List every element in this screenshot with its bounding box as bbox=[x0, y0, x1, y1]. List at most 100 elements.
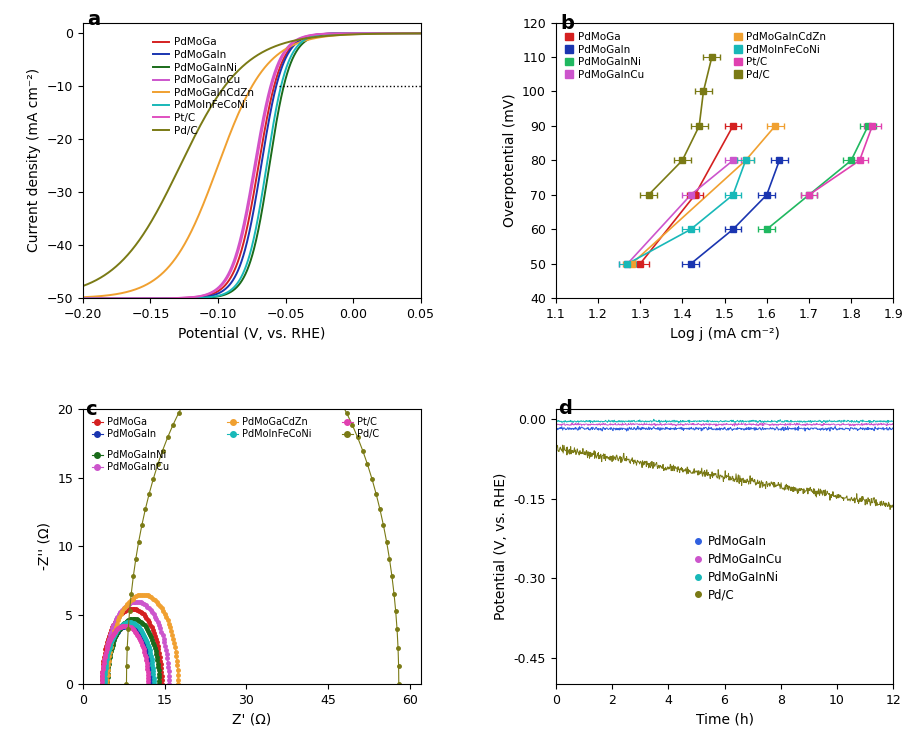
X-axis label: Log j (mA cm⁻²): Log j (mA cm⁻²) bbox=[670, 326, 779, 341]
PdMoGaIn bbox=[550, 423, 561, 432]
Pt/C bbox=[134, 634, 145, 643]
PdMoGaInCdZn bbox=[99, 291, 110, 300]
Pd/C bbox=[375, 505, 386, 514]
Pd/C bbox=[198, 370, 209, 379]
PdMoGaInNi bbox=[673, 419, 684, 428]
Line: PdMoGaInCdZn: PdMoGaInCdZn bbox=[83, 33, 427, 297]
Pd/C bbox=[286, 37, 297, 46]
PdMoInFeCoNi bbox=[124, 618, 135, 627]
PdMoGaInCu bbox=[764, 420, 775, 429]
PdMoGa bbox=[99, 294, 110, 303]
PdMoGaIn bbox=[591, 423, 602, 432]
PdMoGaInCu bbox=[625, 420, 636, 429]
PdMoGaInCu bbox=[297, 32, 308, 41]
PdMoGaInNi bbox=[116, 621, 127, 630]
PdMoGaIn bbox=[773, 426, 784, 435]
Line: PdMoGaCdZn: PdMoGaCdZn bbox=[106, 593, 180, 686]
PdMoGa bbox=[422, 29, 433, 38]
PdMoGaCdZn bbox=[102, 680, 113, 689]
PdMoGaInCu bbox=[148, 610, 159, 619]
PdMoGaInCdZn bbox=[286, 41, 297, 50]
X-axis label: Potential (V, vs. RHE): Potential (V, vs. RHE) bbox=[178, 326, 325, 341]
PdMoGa bbox=[147, 626, 158, 635]
PdMoGaInNi bbox=[77, 294, 88, 303]
Legend: PdMoGaInCdZn, PdMoInFeCoNi, Pt/C, Pd/C: PdMoGaInCdZn, PdMoInFeCoNi, Pt/C, Pd/C bbox=[729, 28, 831, 84]
PdMoGaInCu bbox=[146, 608, 157, 617]
PdMoGaCdZn bbox=[172, 680, 183, 689]
PdMoGaIn bbox=[134, 629, 145, 638]
PdMoGaIn bbox=[422, 29, 433, 38]
PdMoGaInNi bbox=[140, 623, 151, 632]
PdMoGaIn bbox=[633, 422, 644, 431]
PdMoGaInNi bbox=[99, 294, 110, 303]
PdMoGa bbox=[157, 680, 168, 689]
Pt/C bbox=[143, 680, 154, 689]
PdMoGaInNi bbox=[286, 56, 297, 65]
PdMoGaInCu bbox=[774, 420, 785, 429]
Pt/C bbox=[131, 629, 142, 638]
Pd/C bbox=[556, 444, 567, 453]
Line: Pt/C: Pt/C bbox=[100, 624, 150, 686]
Line: PdMoGaIn: PdMoGaIn bbox=[103, 624, 153, 686]
PdMoGa bbox=[286, 41, 297, 50]
Line: PdMoGaIn: PdMoGaIn bbox=[83, 33, 427, 299]
PdMoGaCdZn bbox=[159, 609, 170, 618]
Pd/C bbox=[339, 30, 350, 39]
PdMoGaInNi bbox=[102, 680, 113, 689]
PdMoGa bbox=[152, 641, 163, 650]
PdMoGaInNi bbox=[128, 614, 139, 623]
PdMoInFeCoNi bbox=[277, 74, 288, 83]
PdMoGaCdZn bbox=[162, 616, 173, 625]
PdMoInFeCoNi bbox=[136, 627, 147, 636]
PdMoGaInNi bbox=[339, 29, 350, 38]
Pd/C bbox=[763, 480, 774, 489]
Pd/C bbox=[352, 433, 363, 442]
PdMoGaIn bbox=[339, 29, 350, 38]
PdMoInFeCoNi bbox=[297, 37, 308, 46]
Line: Pd/C: Pd/C bbox=[124, 338, 401, 686]
Pt/C bbox=[121, 621, 132, 630]
X-axis label: Z' (Ω): Z' (Ω) bbox=[232, 713, 272, 726]
PdMoGaIn bbox=[286, 43, 297, 52]
Line: PdMoGa: PdMoGa bbox=[100, 607, 164, 686]
PdMoGaInCdZn bbox=[277, 46, 288, 55]
PdMoGaInCu bbox=[422, 29, 433, 38]
PdMoGaCdZn bbox=[168, 635, 179, 644]
PdMoGaIn bbox=[888, 424, 899, 433]
PdMoInFeCoNi bbox=[135, 626, 146, 635]
Y-axis label: Current density (mA cm⁻²): Current density (mA cm⁻²) bbox=[27, 68, 41, 253]
PdMoGaIn bbox=[99, 294, 110, 303]
Pd/C bbox=[884, 505, 895, 514]
Legend: Pt/C, Pd/C: Pt/C, Pd/C bbox=[338, 414, 383, 443]
Y-axis label: Potential (V, vs. RHE): Potential (V, vs. RHE) bbox=[494, 473, 508, 620]
PdMoGaInNi bbox=[550, 417, 561, 426]
PdMoGa bbox=[97, 680, 108, 689]
PdMoGaIn bbox=[824, 426, 835, 435]
Line: PdMoGaInNi: PdMoGaInNi bbox=[106, 617, 161, 686]
PdMoGa bbox=[127, 604, 138, 613]
PdMoInFeCoNi bbox=[422, 29, 433, 38]
Line: PdMoInFeCoNi: PdMoInFeCoNi bbox=[103, 620, 156, 686]
PdMoGaInNi bbox=[144, 629, 155, 638]
Text: a: a bbox=[87, 11, 100, 29]
PdMoGaInNi bbox=[154, 680, 165, 689]
PdMoGa bbox=[374, 29, 385, 38]
Line: Pd/C: Pd/C bbox=[555, 445, 893, 510]
PdMoGaInCu bbox=[374, 29, 385, 38]
Pd/C bbox=[773, 478, 784, 487]
PdMoGaIn bbox=[112, 627, 123, 636]
PdMoGaInNi bbox=[774, 417, 785, 426]
PdMoGaInCu bbox=[556, 421, 567, 430]
PdMoGaInCu bbox=[550, 420, 561, 429]
Pt/C bbox=[339, 29, 350, 38]
PdMoGaInCu bbox=[151, 614, 162, 623]
Pt/C bbox=[77, 294, 88, 303]
PdMoGaInCdZn bbox=[77, 293, 88, 302]
Y-axis label: Overpotential (mV): Overpotential (mV) bbox=[503, 93, 517, 227]
Line: PdMoGaInCu: PdMoGaInCu bbox=[555, 423, 893, 426]
X-axis label: Time (h): Time (h) bbox=[695, 713, 753, 726]
PdMoGaIn bbox=[77, 294, 88, 303]
PdMoInFeCoNi bbox=[77, 294, 88, 303]
PdMoInFeCoNi bbox=[113, 624, 124, 633]
Legend: PdMoGa, PdMoGaIn, PdMoGaInNi, PdMoGaInCu, PdMoGaInCdZn, PdMoInFeCoNi, Pt/C, Pd/C: PdMoGa, PdMoGaIn, PdMoGaInNi, PdMoGaInCu… bbox=[149, 33, 258, 140]
